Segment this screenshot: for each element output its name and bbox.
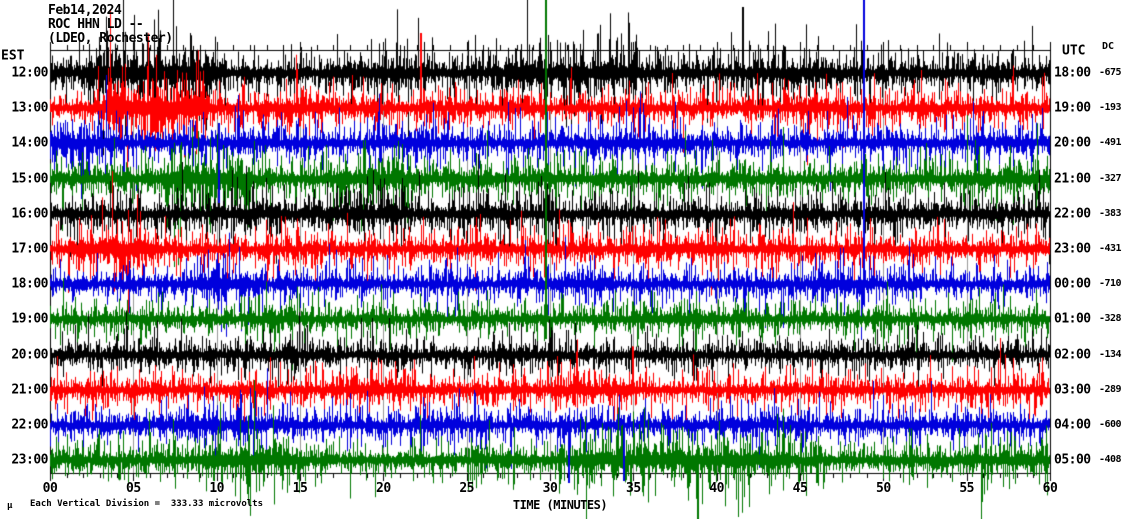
vertical-division-note: Each Vertical Division = 333.33 microvol… — [30, 499, 263, 509]
title-date: Feb14,2024 — [48, 3, 122, 18]
est-hour-label: 20:00 — [11, 347, 48, 363]
title-block: Feb14,2024 ROC HHN LD -- (LDEO, Rocheste… — [48, 4, 173, 46]
x-tick-label: 05 — [126, 481, 141, 496]
est-hour-label: 19:00 — [11, 311, 48, 327]
x-tick-label: 25 — [459, 481, 474, 496]
dc-value: -134 — [1099, 349, 1122, 360]
est-hour-label: 17:00 — [11, 241, 48, 257]
utc-hour-label: 20:00 — [1054, 135, 1091, 151]
x-axis-title: TIME (MINUTES) — [512, 498, 608, 512]
utc-hour-label: 19:00 — [1054, 100, 1091, 116]
title-station: ROC HHN LD -- — [48, 17, 144, 32]
x-tick-label: 10 — [209, 481, 224, 496]
est-hour-label: 14:00 — [11, 135, 48, 151]
utc-hour-label: 03:00 — [1054, 382, 1091, 398]
est-hour-label: 18:00 — [11, 276, 48, 292]
x-tick-label: 15 — [292, 481, 308, 496]
est-hour-label: 21:00 — [11, 382, 48, 398]
est-hour-label: 12:00 — [11, 65, 48, 81]
dc-value: -289 — [1099, 384, 1122, 395]
x-tick-label: 00 — [42, 481, 58, 496]
dc-value: -193 — [1099, 102, 1122, 113]
utc-hour-label: 02:00 — [1054, 347, 1091, 363]
left-axis-header: EST — [1, 48, 25, 64]
x-tick-label: 50 — [876, 481, 891, 496]
est-hour-label: 22:00 — [11, 417, 48, 433]
est-hour-label: 13:00 — [11, 100, 48, 116]
utc-hour-label: 01:00 — [1054, 311, 1091, 327]
dc-value: -600 — [1099, 419, 1122, 430]
dc-value: -491 — [1099, 137, 1122, 148]
utc-hour-label: 23:00 — [1054, 241, 1091, 257]
utc-hour-label: 21:00 — [1054, 171, 1091, 187]
x-tick-label: 35 — [626, 481, 641, 496]
x-tick-label: 20 — [376, 481, 391, 496]
x-tick-label: 45 — [792, 481, 808, 496]
dc-value: -383 — [1099, 208, 1122, 219]
dc-value: -408 — [1099, 454, 1122, 465]
dc-value: -675 — [1099, 67, 1122, 78]
right-axis-header: UTC — [1062, 43, 1086, 59]
utc-hour-label: 00:00 — [1054, 276, 1091, 292]
utc-hour-label: 18:00 — [1054, 65, 1091, 81]
est-hour-label: 16:00 — [11, 206, 48, 222]
dc-value: -328 — [1099, 313, 1122, 324]
dc-value: -327 — [1099, 173, 1122, 184]
dc-value: -710 — [1099, 278, 1122, 289]
dc-value: -431 — [1099, 243, 1122, 254]
x-tick-label: 55 — [959, 481, 974, 496]
utc-hour-label: 22:00 — [1054, 206, 1091, 222]
utc-hour-label: 04:00 — [1054, 417, 1091, 433]
est-hour-label: 15:00 — [11, 171, 48, 187]
est-hour-label: 23:00 — [11, 452, 48, 468]
dc-column-header: DC — [1102, 41, 1115, 52]
utc-hour-label: 05:00 — [1054, 452, 1091, 468]
micro-symbol: µ — [7, 501, 13, 511]
x-tick-label: 40 — [709, 481, 724, 496]
x-tick-label: 30 — [542, 481, 558, 496]
x-tick-label: 60 — [1042, 481, 1058, 496]
title-location: (LDEO, Rochester) — [48, 31, 173, 46]
